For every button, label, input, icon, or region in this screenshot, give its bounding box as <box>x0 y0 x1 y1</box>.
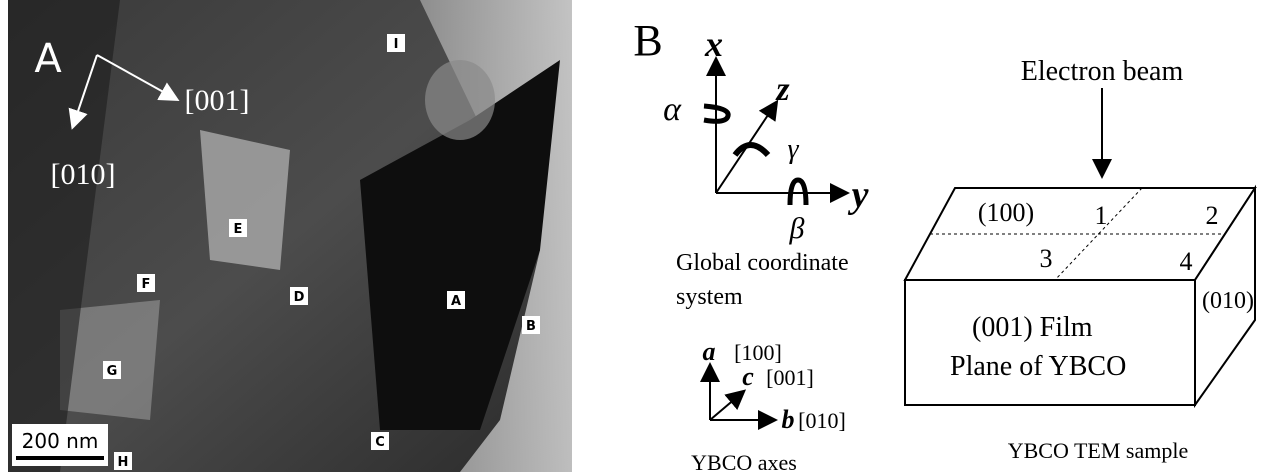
axis-index: [010] <box>798 408 846 433</box>
face-label: Plane of YBCO <box>950 351 1126 382</box>
rotation-label: β <box>789 212 805 245</box>
axis-label: c <box>742 362 754 391</box>
caption: YBCO axes <box>691 450 797 474</box>
region-label: H <box>118 455 129 470</box>
region-label: F <box>142 277 151 292</box>
caption: Global coordinate <box>676 250 849 276</box>
quadrant-label: 4 <box>1180 247 1193 276</box>
caption: system <box>676 284 743 310</box>
region-label: D <box>294 290 305 305</box>
axis-label: b <box>782 405 795 434</box>
region-label: E <box>234 222 243 237</box>
panel-label: B <box>633 16 662 65</box>
figure: A [001] [010] I E F D A B G C H 200 nm B… <box>0 0 1264 474</box>
region-label: A <box>451 294 461 309</box>
face-label: (010) <box>1202 288 1254 314</box>
rotation-label: γ <box>787 134 799 165</box>
axis-label: z <box>775 71 790 108</box>
quadrant-label: 1 <box>1095 201 1108 230</box>
rotation-arrow <box>735 145 768 155</box>
rotation-label: α <box>663 91 682 128</box>
diagram: B x z y α γ β Global coordinate system a… <box>633 16 1255 474</box>
scale-bar <box>16 456 104 460</box>
panel-label: A <box>34 36 62 82</box>
micrograph: A [001] [010] I E F D A B G C H 200 nm <box>8 0 572 472</box>
region-label: I <box>394 37 399 52</box>
quadrant-label: 3 <box>1040 244 1053 273</box>
face-label: (100) <box>978 198 1034 227</box>
axis-label: a <box>703 337 716 366</box>
page: A [001] [010] I E F D A B G C H 200 nm B… <box>0 0 1264 474</box>
direction-label: [010] <box>51 158 116 191</box>
axis-arrow <box>710 392 743 420</box>
scale-bar-label: 200 nm <box>22 429 99 453</box>
caption: YBCO TEM sample <box>1008 438 1188 463</box>
region-label: C <box>375 435 385 450</box>
region-label: G <box>107 364 118 379</box>
axis-label: x <box>704 24 723 64</box>
face-label: (001) Film <box>972 312 1093 343</box>
beam-label: Electron beam <box>1021 56 1184 87</box>
axis-index: [001] <box>766 365 814 390</box>
region-label: B <box>526 319 536 334</box>
direction-label: [001] <box>185 84 250 117</box>
axis-label: y <box>848 174 869 216</box>
quadrant-label: 2 <box>1206 201 1219 230</box>
